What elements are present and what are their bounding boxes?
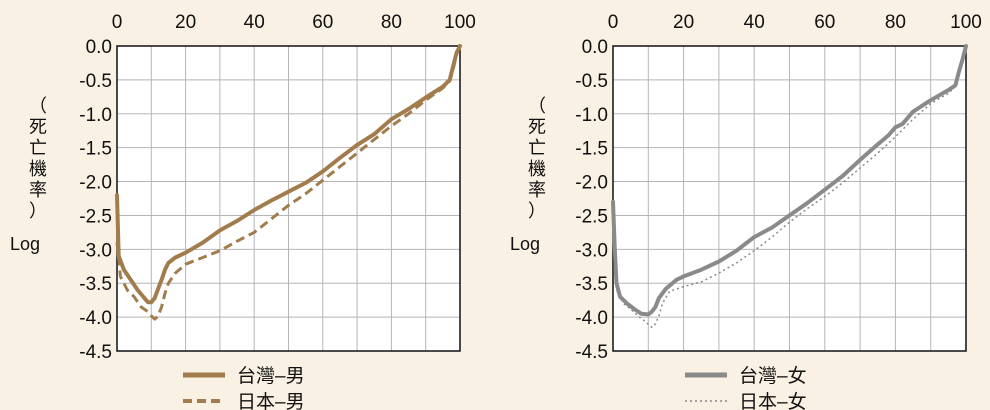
ylabel-vertical-female: （死亡機率） (528, 96, 546, 221)
male-chart-panel: （死亡機率） Log 0 20 40 60 80 100 0.0 -0.5 -1.0 -1.5 -2… (10, 12, 476, 410)
x-tick-label: 40 (244, 12, 265, 33)
legend-label: 日本–女 (739, 391, 807, 410)
x-tick-label: 0 (608, 12, 619, 33)
y-tick-label: -3.5 (575, 274, 608, 295)
ylabel-log-male: Log (10, 234, 40, 254)
x-tick-label: 40 (744, 12, 765, 33)
ylabel-vertical-male: （死亡機率） (29, 96, 47, 221)
y-tick-label: -3.0 (79, 240, 112, 261)
x-tick-label: 100 (950, 12, 982, 33)
y-tick-label: -2.5 (79, 206, 112, 227)
x-tick-label: 0 (112, 12, 123, 33)
y-tick-label: -1.0 (575, 105, 608, 126)
y-tick-label: -1.5 (79, 139, 112, 160)
y-tick-label: -4.5 (575, 342, 608, 363)
x-tick-label: 80 (885, 12, 906, 33)
legend-label: 日本–男 (237, 391, 305, 410)
y-tick-label: 0.0 (86, 37, 112, 58)
female-chart-panel: （死亡機率） Log 0 20 40 60 80 100 0.0 -0.5 -1.0 -1.5 -2… (510, 12, 982, 410)
y-tick-label: -2.0 (79, 173, 112, 194)
x-tick-label: 60 (814, 12, 835, 33)
y-tick-label: -4.0 (575, 308, 608, 329)
y-tick-label: -4.5 (79, 342, 112, 363)
x-tick-label: 80 (381, 12, 402, 33)
x-tick-label: 100 (444, 12, 476, 33)
y-tick-label: -4.0 (79, 308, 112, 329)
y-tick-label: -3.0 (575, 240, 608, 261)
legend-label: 台灣–女 (739, 365, 807, 387)
x-tick-label: 20 (175, 12, 196, 33)
y-tick-label: -3.5 (79, 274, 112, 295)
y-tick-label: -1.0 (79, 105, 112, 126)
y-tick-label: 0.0 (582, 37, 608, 58)
y-tick-label: -0.5 (79, 71, 112, 92)
x-tick-label: 60 (312, 12, 333, 33)
y-tick-label: -2.5 (575, 206, 608, 227)
y-tick-label: -1.5 (575, 139, 608, 160)
legend-label: 台灣–男 (237, 365, 305, 387)
x-tick-label: 20 (673, 12, 694, 33)
ylabel-log-female: Log (510, 234, 540, 254)
y-tick-label: -0.5 (575, 71, 608, 92)
y-tick-label: -2.0 (575, 173, 608, 194)
